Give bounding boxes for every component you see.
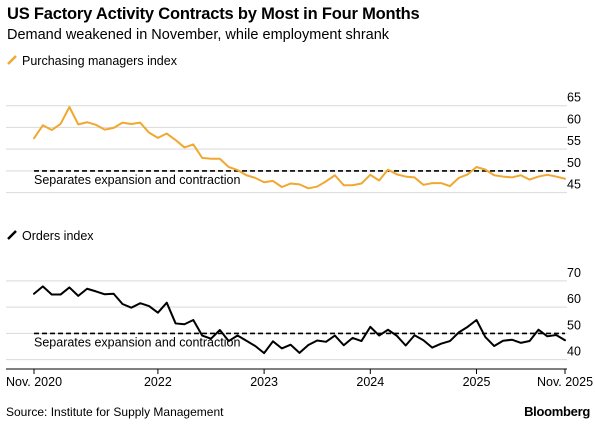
y-tick-label: 50 <box>567 318 581 332</box>
threshold-label: Separates expansion and contraction <box>34 173 240 187</box>
legend-swatch-orders <box>7 230 17 240</box>
y-tick-label: 40 <box>567 345 581 359</box>
threshold-label: Separates expansion and contraction <box>34 335 240 349</box>
x-tick-label: 2025 <box>463 375 491 389</box>
legend-swatch-pmi <box>7 55 17 65</box>
brand-logo: Bloomberg <box>524 404 590 419</box>
source-note: Source: Institute for Supply Management <box>6 405 224 419</box>
x-tick-label: Nov. 2025 <box>537 375 593 389</box>
legend-label-orders: Orders index <box>22 229 94 243</box>
legend-label-pmi: Purchasing managers index <box>22 54 178 68</box>
y-tick-label: 65 <box>567 91 581 105</box>
y-tick-label: 45 <box>567 178 581 192</box>
series-line-orders <box>33 285 566 355</box>
chart-subtitle: Demand weakened in November, while emplo… <box>7 27 390 43</box>
chart-title: US Factory Activity Contracts by Most in… <box>7 5 420 23</box>
y-tick-label: 55 <box>567 134 581 148</box>
y-tick-label: 70 <box>567 266 581 280</box>
x-tick-label: 2022 <box>144 375 172 389</box>
x-tick-label: 2023 <box>250 375 278 389</box>
y-tick-label: 60 <box>567 292 581 306</box>
x-tick-label: 2024 <box>356 375 384 389</box>
series-line-pmi <box>33 106 566 190</box>
y-tick-label: 60 <box>567 112 581 126</box>
x-tick-label: Nov. 2020 <box>6 375 62 389</box>
y-tick-label: 50 <box>567 156 581 170</box>
